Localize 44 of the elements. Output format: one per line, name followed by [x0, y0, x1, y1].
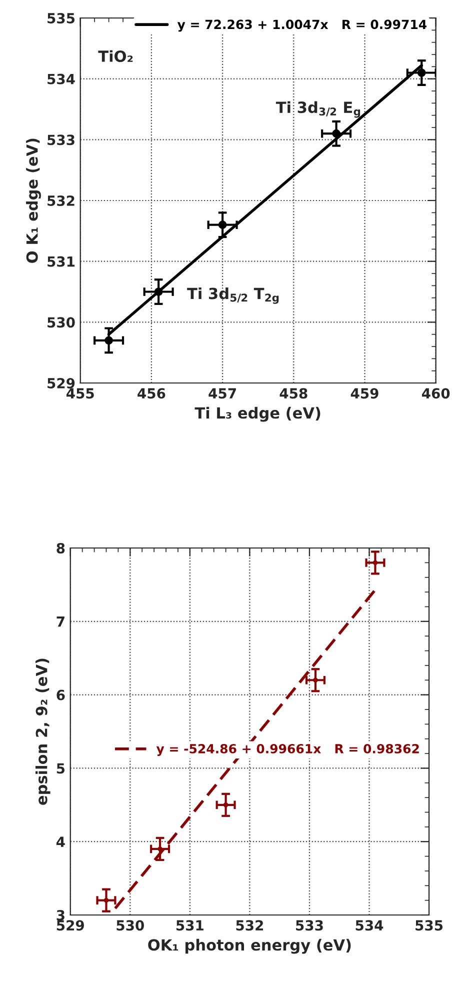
x-tick-label: 457 [208, 388, 236, 399]
y-tick-label: 6 [56, 690, 65, 700]
x-tick-label: 531 [176, 920, 204, 931]
x-tick-label: 460 [422, 388, 450, 399]
y-tick-label: 530 [48, 317, 75, 328]
point [154, 288, 163, 296]
x-axis-title: OK₁ photon energy (eV) [148, 938, 351, 954]
annotation: TiO₂ [98, 50, 133, 62]
y-tick-label: 531 [48, 256, 75, 267]
y-tick-label: 533 [48, 134, 74, 146]
x-tick-label: 534 [356, 920, 384, 931]
x-tick-label: 456 [138, 388, 166, 399]
point [332, 129, 340, 138]
point [104, 898, 109, 903]
x-axis-title: Ti L₃ edge (eV) [194, 406, 320, 422]
point [158, 846, 162, 852]
point [372, 560, 378, 566]
point [223, 802, 228, 808]
y-tick-label: 535 [48, 12, 75, 24]
x-tick-label: 533 [296, 920, 323, 931]
y-tick-label: 7 [56, 616, 64, 627]
y-tick-label: 8 [56, 542, 65, 554]
x-tick-label: 530 [116, 920, 144, 931]
annotation: Ti 3d$_{5/2}$ T$_{2g}$ [187, 287, 279, 304]
y-tick-label: 4 [56, 836, 65, 847]
point [313, 678, 318, 683]
y-tick-label: 532 [48, 195, 74, 206]
legend-label: y = -524.86 + 0.99661x R = 0.98362 [156, 744, 419, 756]
y-tick-label: 3 [56, 910, 64, 920]
y-tick-label: 529 [48, 378, 75, 388]
point [218, 220, 227, 229]
point [417, 68, 426, 77]
x-tick-label: 458 [280, 388, 308, 399]
annotation: Ti 3d$_{3/2}$ E$_{g}$ [276, 101, 360, 118]
x-tick-label: 459 [350, 388, 378, 399]
y-axis-title: epsilon 2, 9₂ (eV) [36, 658, 50, 805]
y-axis-title: O K₁ edge (eV) [26, 138, 41, 263]
x-tick-label: 535 [416, 920, 443, 931]
point [104, 336, 113, 345]
y-tick-label: 5 [56, 763, 65, 774]
legend-label: y = 72.263 + 1.0047x R = 0.99714 [177, 20, 427, 32]
x-tick-label: 455 [66, 388, 94, 399]
y-tick-label: 534 [48, 74, 75, 84]
x-tick-label: 532 [236, 920, 263, 931]
